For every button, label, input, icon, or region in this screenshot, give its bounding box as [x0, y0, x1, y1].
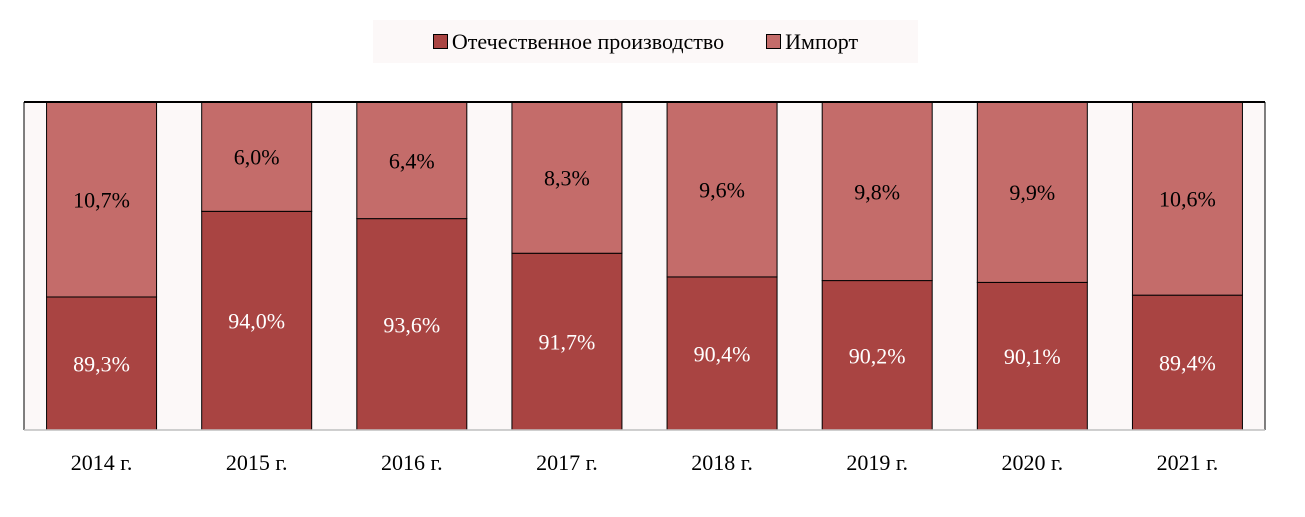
legend-swatch-domestic [432, 34, 448, 49]
data-label-domestic: 93,6% [383, 312, 440, 337]
data-label-domestic: 90,4% [694, 341, 751, 366]
x-tick-label: 2018 г. [691, 450, 753, 475]
data-label-domestic: 91,7% [539, 330, 596, 355]
bar-domestic [666, 276, 778, 431]
data-label-domestic: 90,2% [849, 343, 906, 368]
bar-import [821, 101, 933, 282]
data-label-domestic: 90,1% [1004, 344, 1061, 369]
bar-import [976, 101, 1088, 283]
bar-domestic [821, 280, 933, 431]
bar-import [201, 101, 313, 212]
x-tick-label: 2019 г. [846, 450, 908, 475]
legend: Отечественное производство Импорт [373, 20, 918, 63]
bar-domestic [356, 218, 468, 431]
bar-import [1131, 101, 1243, 296]
data-label-domestic: 89,3% [73, 351, 130, 376]
legend-item-import: Импорт [766, 29, 858, 55]
data-label-import: 6,0% [234, 145, 280, 170]
data-label-import: 6,4% [389, 148, 435, 173]
bar-domestic [1131, 294, 1243, 431]
data-label-import: 10,6% [1159, 187, 1216, 212]
data-label-domestic: 94,0% [228, 309, 285, 334]
bar-import [666, 101, 778, 278]
x-tick-label: 2015 г. [226, 450, 288, 475]
x-tick-label: 2016 г. [381, 450, 443, 475]
data-label-import: 10,7% [73, 187, 130, 212]
data-label-import: 9,6% [699, 177, 745, 202]
bar-domestic [976, 281, 1088, 431]
x-tick-label: 2021 г. [1157, 450, 1219, 475]
legend-item-domestic: Отечественное производство [432, 28, 725, 55]
x-tick-label: 2017 г. [536, 450, 598, 475]
bar-domestic [511, 252, 623, 431]
data-label-import: 9,8% [854, 179, 900, 204]
legend-label-import: Импорт [785, 28, 859, 54]
x-tick-label: 2020 г. [1002, 450, 1064, 475]
legend-swatch-import [766, 34, 782, 49]
data-label-import: 9,9% [1009, 180, 1055, 205]
data-label-domestic: 89,4% [1159, 351, 1216, 376]
bar-import [356, 101, 468, 220]
bar-import [511, 101, 623, 254]
x-tick-label: 2014 г. [71, 450, 133, 475]
data-label-import: 8,3% [544, 166, 590, 191]
legend-label-domestic: Отечественное производство [451, 28, 725, 54]
